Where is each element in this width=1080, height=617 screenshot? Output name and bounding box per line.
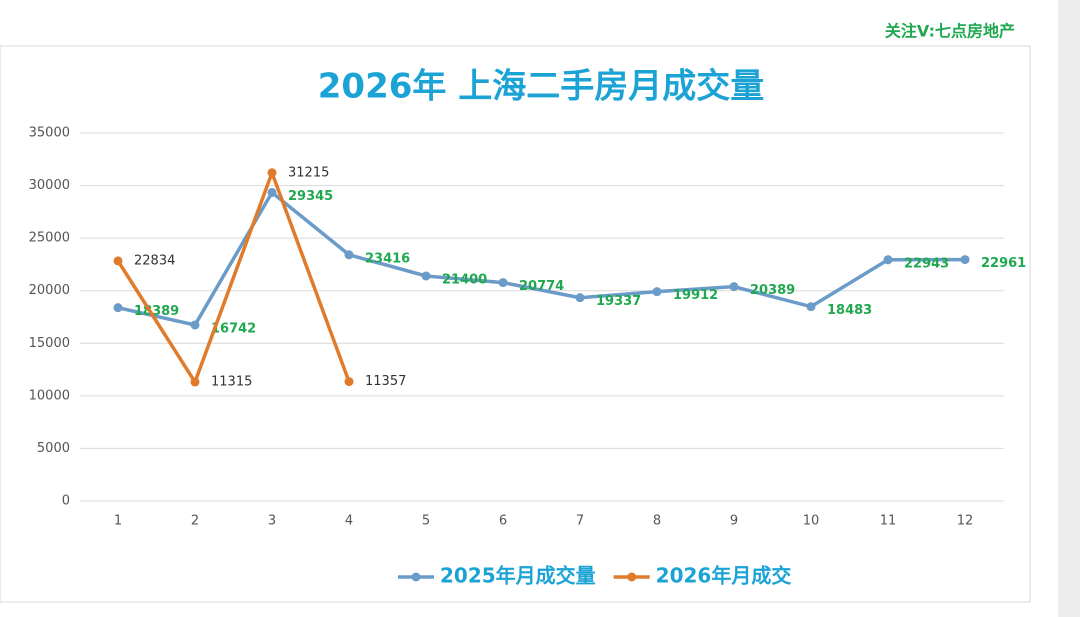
data-point (267, 168, 277, 178)
data-label: 16742 (211, 321, 256, 336)
x-tick-label: 9 (730, 514, 738, 529)
data-label: 18389 (134, 304, 179, 319)
y-tick-label: 0 (62, 494, 70, 509)
data-label: 20389 (750, 283, 795, 298)
data-point (883, 255, 893, 265)
data-point (960, 255, 970, 265)
data-point (190, 320, 200, 330)
data-point (190, 377, 200, 387)
data-point (729, 282, 739, 292)
x-tick-label: 2 (191, 514, 199, 529)
data-label: 29345 (288, 189, 333, 204)
chart-title: 2026年 上海二手房月成交量 (318, 67, 764, 107)
series-line (116, 167, 351, 386)
data-point (652, 287, 662, 297)
x-tick-label: 4 (345, 514, 353, 529)
legend-label: 2025年月成交量 (440, 564, 596, 588)
data-point (806, 302, 816, 312)
data-point (421, 271, 431, 281)
data-point (498, 278, 508, 288)
x-tick-label: 8 (653, 514, 661, 529)
data-label: 19337 (596, 294, 641, 309)
legend-marker (411, 572, 421, 582)
x-tick-label: 5 (422, 514, 430, 529)
data-point (267, 187, 277, 197)
data-point (344, 250, 354, 260)
legend-marker (627, 572, 637, 582)
data-label: 22961 (981, 256, 1026, 271)
data-label: 23416 (365, 251, 410, 266)
x-tick-label: 3 (268, 514, 276, 529)
y-tick-label: 25000 (29, 231, 70, 246)
chart-card (0, 45, 1031, 603)
data-point (113, 256, 123, 266)
data-label: 31215 (288, 165, 329, 180)
y-tick-label: 35000 (29, 126, 70, 141)
x-tick-label: 10 (803, 514, 820, 529)
data-point (113, 303, 123, 313)
data-label: 11315 (211, 375, 252, 390)
data-label: 11357 (365, 374, 406, 389)
data-label: 19912 (673, 288, 718, 303)
data-label: 18483 (827, 303, 872, 318)
y-tick-label: 15000 (29, 336, 70, 351)
data-label: 20774 (519, 279, 564, 294)
y-tick-label: 20000 (29, 283, 70, 298)
watermark: 关注V:七点房地产 (885, 22, 1015, 41)
series-line (117, 189, 966, 327)
y-tick-label: 30000 (29, 178, 70, 193)
legend-label: 2026年月成交 (656, 564, 792, 588)
x-tick-label: 1 (114, 514, 122, 529)
x-tick-label: 11 (880, 514, 897, 529)
y-tick-label: 5000 (37, 441, 70, 456)
data-label: 22834 (134, 253, 175, 268)
x-tick-label: 7 (576, 514, 584, 529)
x-tick-label: 6 (499, 514, 507, 529)
data-point (344, 377, 354, 387)
data-label: 22943 (904, 256, 949, 271)
y-tick-label: 10000 (29, 388, 70, 403)
data-label: 21400 (442, 272, 487, 287)
data-point (575, 293, 585, 303)
x-tick-label: 12 (957, 514, 974, 529)
